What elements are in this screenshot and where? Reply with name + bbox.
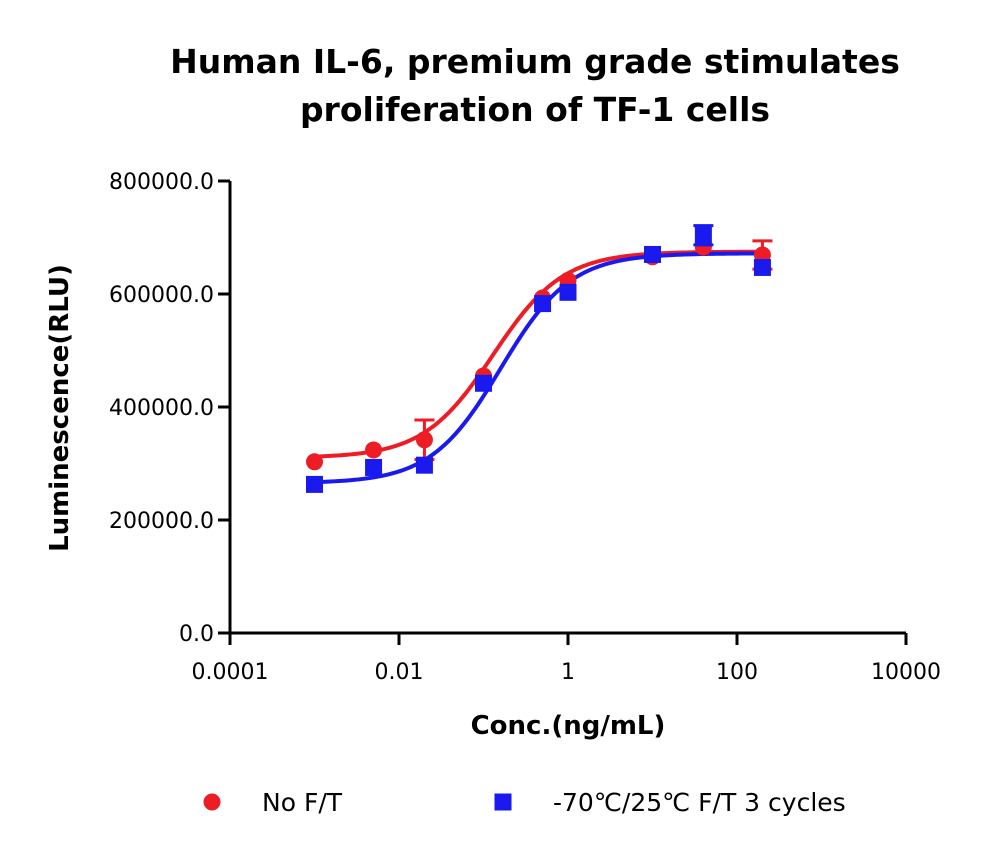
x-tick-label: 0.0001	[192, 660, 269, 685]
chart-title-line-1: Human IL-6, premium grade stimulates	[170, 42, 900, 81]
legend-label: -70℃/25℃ F/T 3 cycles	[553, 788, 846, 817]
x-tick-label: 0.01	[375, 660, 424, 685]
legend-marker	[203, 793, 221, 811]
data-point	[306, 453, 323, 471]
data-point	[694, 226, 712, 244]
chart-title: Human IL-6, premium grade stimulates pro…	[0, 38, 1000, 134]
y-tick-label: 0.0	[179, 622, 214, 647]
y-tick-label: 800000.0	[109, 170, 214, 195]
data-point	[753, 258, 771, 276]
data-point	[559, 283, 577, 301]
data-point	[306, 475, 323, 493]
legend-marker	[494, 793, 512, 811]
data-point	[365, 441, 383, 459]
fit-curve	[314, 249, 763, 459]
legend: No F/T -70℃/25℃ F/T 3 cycles	[203, 788, 846, 817]
data-points	[306, 224, 773, 493]
axes: 0.0 200000.0 400000.0 600000.0 800000.0 0.000…	[109, 170, 941, 685]
data-point	[534, 295, 552, 313]
y-tick-label: 600000.0	[109, 283, 214, 308]
data-point	[365, 458, 383, 476]
x-tick-label: 100	[716, 660, 758, 685]
legend-label: No F/T	[262, 788, 343, 817]
data-point	[415, 431, 433, 449]
chart-title-line-2: proliferation of TF-1 cells	[299, 90, 771, 129]
x-axis-label: Conc.(ng/mL)	[471, 711, 666, 741]
data-point	[644, 245, 661, 263]
x-tick-label: 10000	[871, 660, 941, 685]
y-tick-label: 400000.0	[109, 396, 214, 421]
y-tick-label: 200000.0	[109, 509, 214, 534]
data-point	[475, 374, 492, 392]
y-axis-label: Luminescence(RLU)	[45, 264, 75, 552]
data-point	[415, 456, 433, 474]
x-tick-label: 1	[561, 660, 575, 685]
